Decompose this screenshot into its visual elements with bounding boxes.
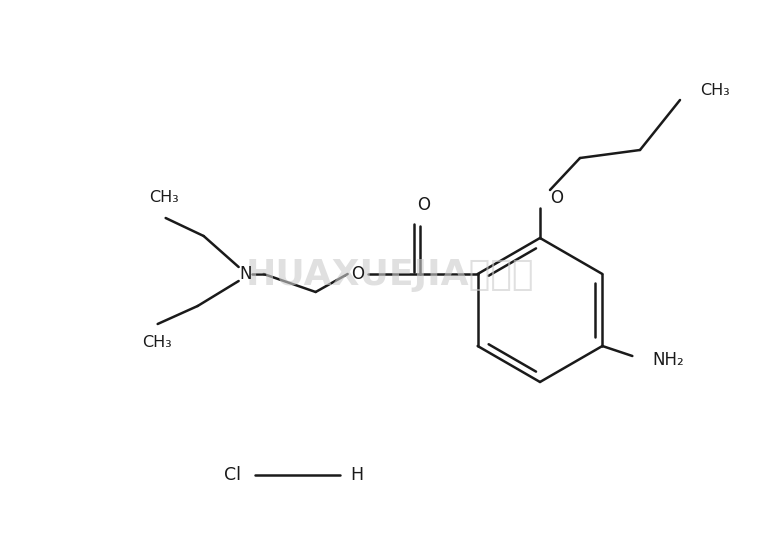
Text: N: N	[239, 265, 252, 283]
Text: HUAXUEJIA化学加: HUAXUEJIA化学加	[245, 258, 534, 292]
Text: O: O	[417, 196, 430, 214]
Text: O: O	[550, 189, 563, 207]
Text: NH₂: NH₂	[652, 351, 684, 369]
Text: CH₃: CH₃	[700, 82, 730, 97]
Text: CH₃: CH₃	[141, 335, 171, 350]
Text: H: H	[350, 466, 363, 484]
Text: O: O	[351, 265, 364, 283]
Text: CH₃: CH₃	[149, 190, 178, 205]
Text: Cl: Cl	[224, 466, 241, 484]
